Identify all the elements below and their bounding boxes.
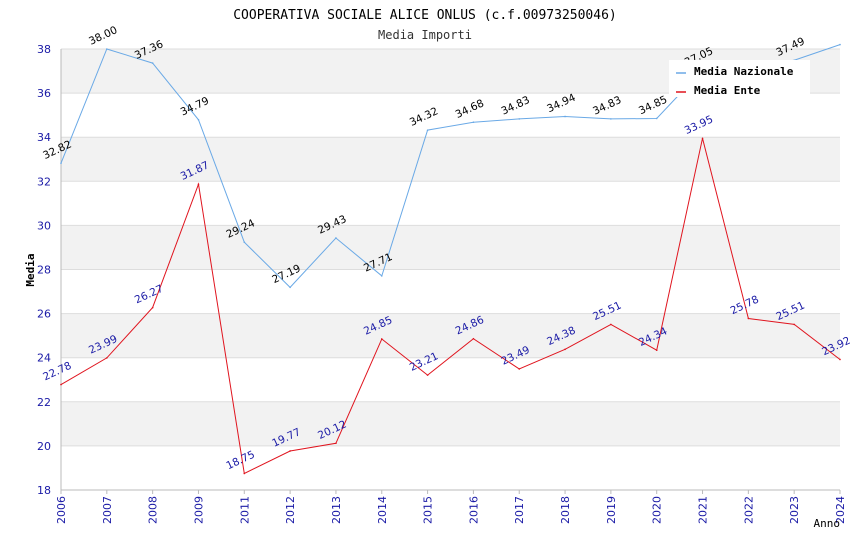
data-point: [518, 118, 521, 120]
x-axis-ticks: 2006 2007 2008 2009 2011 2012 2013 2014 2015 2016…: [55, 490, 847, 524]
chart-title: COOPERATIVA SOCIALE ALICE ONLUS (c.f.009…: [233, 8, 617, 23]
background-bands: [61, 49, 840, 446]
data-point: [564, 115, 566, 118]
legend-label-nazionale: Media Nazionale: [694, 65, 794, 78]
x-axis-label: Anno: [814, 517, 841, 530]
data-point: [289, 450, 291, 452]
data-label: 38.00: [87, 24, 119, 48]
data-point: [197, 118, 200, 121]
data-point: [335, 237, 337, 239]
data-point: [655, 117, 658, 120]
data-point: [793, 323, 795, 326]
y-tick-label: 36: [37, 87, 51, 100]
x-tick-label: 2020: [651, 496, 664, 524]
y-tick-label: 18: [37, 484, 51, 497]
y-tick-label: 38: [37, 43, 51, 56]
y-tick-label: 20: [37, 440, 51, 453]
x-tick-label: 2016: [467, 496, 480, 524]
data-point: [701, 137, 704, 140]
data-point: [426, 129, 429, 131]
data-label: 34.83: [591, 94, 623, 118]
x-tick-label: 2012: [284, 496, 297, 524]
data-point: [839, 358, 841, 361]
chart-subtitle: Media Importi: [378, 28, 472, 42]
background-band: [61, 401, 840, 446]
data-label: 34.32: [408, 105, 440, 129]
data-label: 33.95: [683, 113, 715, 137]
data-point: [60, 162, 62, 165]
legend-box: [669, 60, 810, 97]
x-tick-label: 2007: [101, 496, 114, 524]
data-point: [197, 183, 200, 185]
x-tick-label: 2017: [513, 496, 526, 524]
data-point: [472, 121, 475, 124]
data-label: 34.94: [545, 91, 578, 115]
data-point: [472, 337, 475, 340]
x-tick-label: 2022: [742, 496, 755, 524]
data-point: [243, 472, 246, 475]
data-label: 34.83: [499, 94, 531, 118]
x-tick-label: 2023: [788, 496, 801, 524]
data-label: 26.27: [133, 283, 165, 307]
x-tick-label: 2011: [238, 496, 251, 524]
data-point: [151, 62, 154, 64]
data-point: [839, 43, 841, 46]
y-tick-label: 26: [37, 308, 51, 321]
data-point: [289, 286, 291, 289]
data-point: [151, 306, 154, 309]
data-point: [610, 118, 612, 120]
y-tick-label: 28: [37, 264, 51, 277]
x-tick-label: 2014: [376, 496, 389, 524]
x-tick-label: 2008: [147, 496, 160, 524]
x-tick-label: 2021: [697, 496, 710, 524]
y-axis-ticks: 18 20 22 24 26 28 30 32 34 36 38: [37, 43, 51, 497]
x-tick-label: 2024: [834, 496, 847, 524]
data-point: [243, 241, 246, 243]
x-tick-label: 2015: [422, 496, 435, 524]
data-point: [380, 338, 383, 340]
y-tick-label: 34: [37, 131, 51, 144]
data-point: [655, 349, 658, 352]
data-point: [60, 383, 62, 386]
legend: Media Nazionale Media Ente: [669, 60, 810, 97]
y-tick-label: 30: [37, 219, 51, 232]
x-tick-label: 2019: [605, 496, 618, 524]
data-label: 34.85: [637, 94, 669, 118]
background-band: [61, 137, 840, 182]
background-band: [61, 225, 840, 270]
series-line-media-ente: [60, 138, 841, 475]
y-axis-label: Media: [24, 253, 37, 286]
data-point: [106, 357, 108, 359]
background-band: [61, 313, 840, 358]
y-tick-label: 24: [37, 352, 51, 365]
data-point: [380, 275, 383, 277]
legend-label-ente: Media Ente: [694, 84, 761, 97]
data-point: [426, 374, 429, 376]
x-tick-label: 2006: [55, 496, 68, 524]
x-tick-label: 2018: [559, 496, 572, 524]
data-point: [610, 323, 612, 326]
data-point: [518, 368, 521, 370]
data-point: [335, 442, 337, 445]
y-tick-label: 32: [37, 175, 51, 188]
data-point: [747, 317, 750, 320]
data-point: [564, 348, 566, 351]
x-tick-label: 2013: [330, 496, 343, 524]
data-label: 34.68: [454, 97, 486, 121]
y-tick-label: 22: [37, 396, 51, 409]
x-tick-label: 2009: [192, 496, 205, 524]
data-point: [106, 48, 108, 50]
